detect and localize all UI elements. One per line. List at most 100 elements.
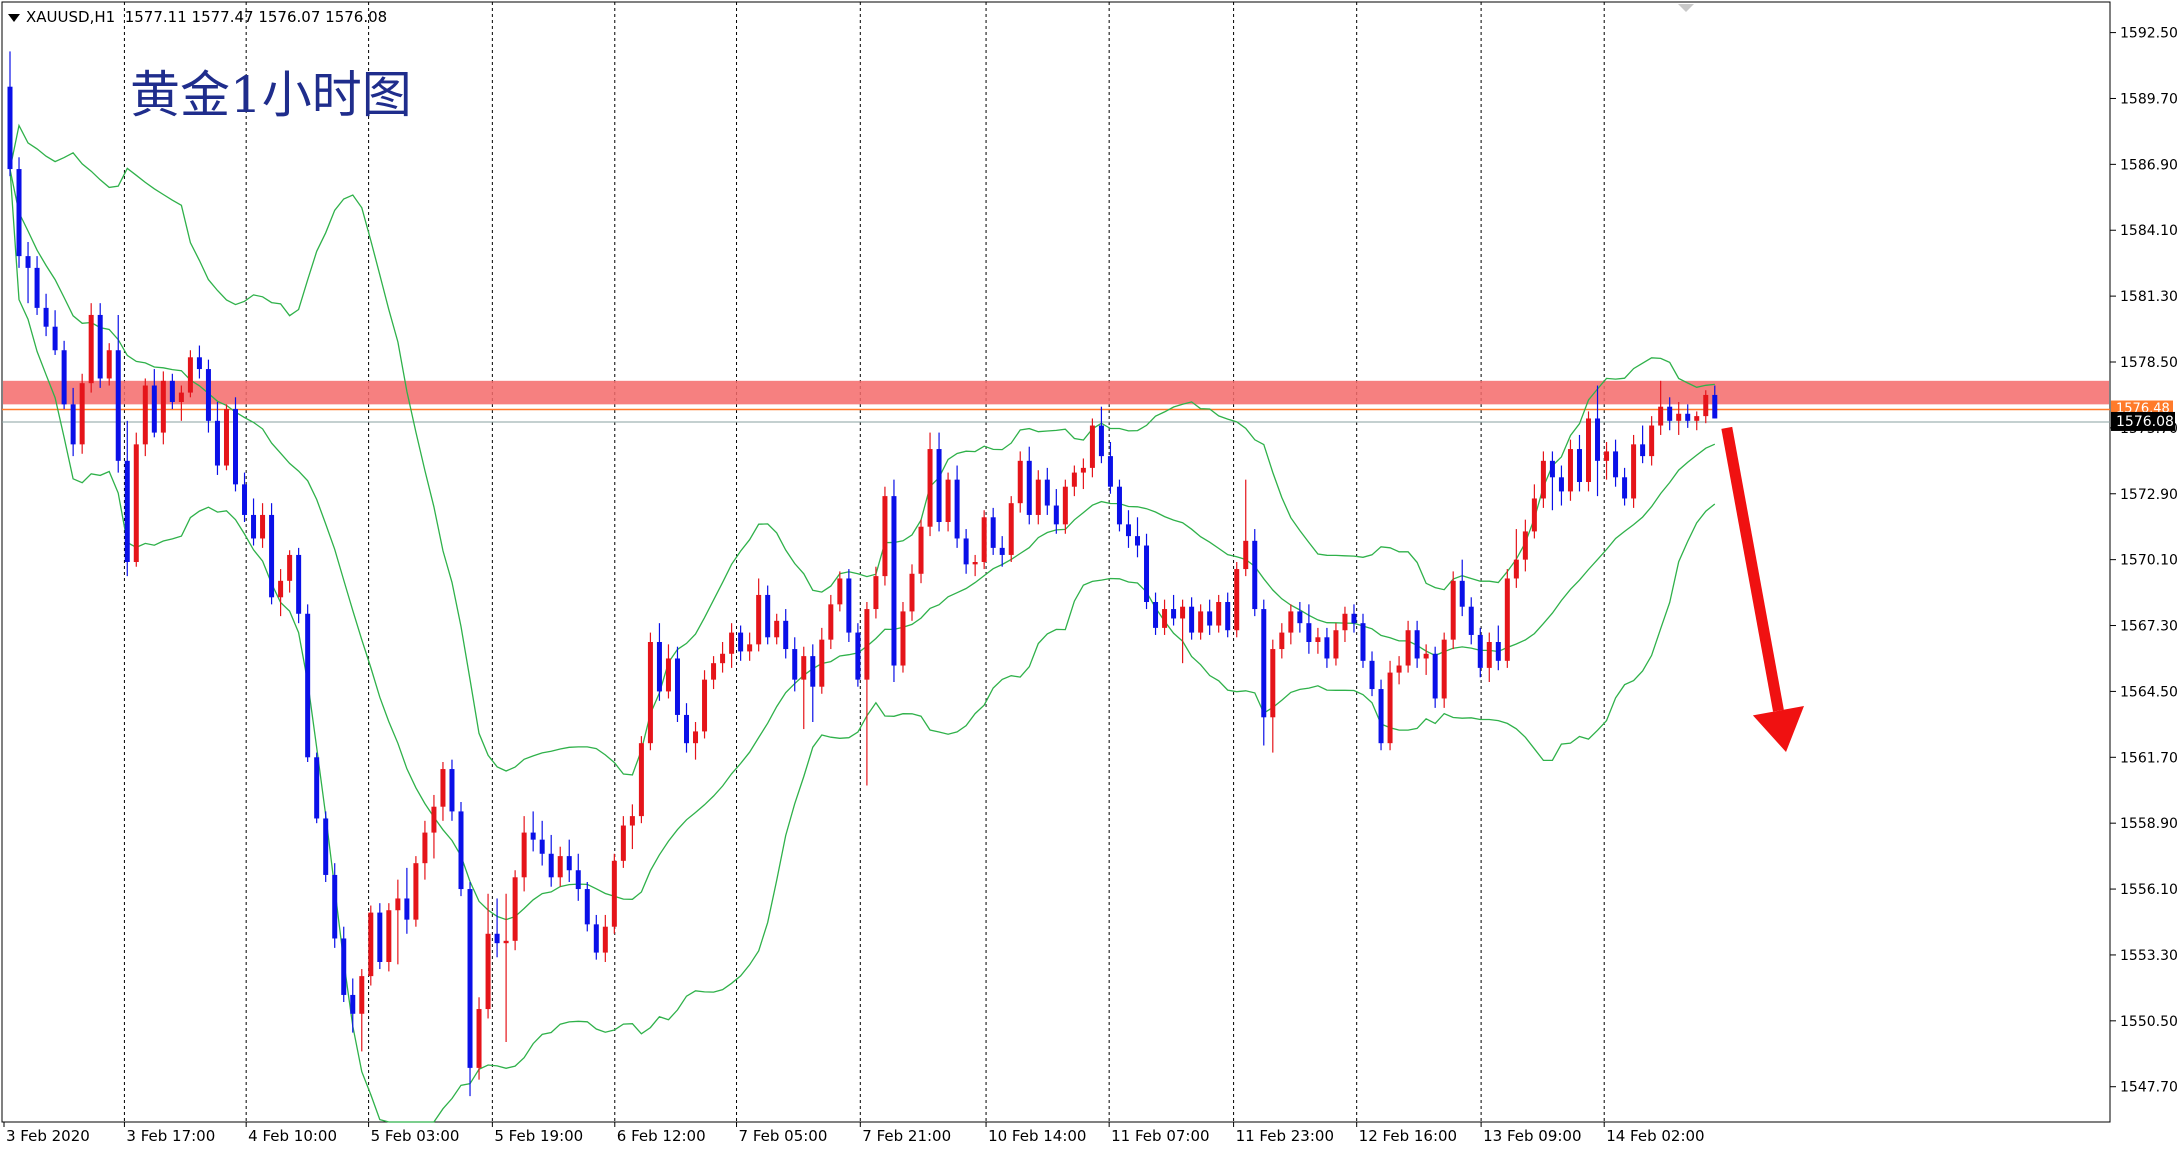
bear-candle-body: [963, 538, 969, 565]
bear-candle-body: [305, 613, 311, 758]
bear-candle-body: [936, 449, 942, 522]
bear-candle-body: [990, 517, 996, 548]
current-price-tag: [2111, 411, 2175, 431]
price-tick-label: 1547.70: [2120, 1080, 2178, 1096]
bear-candle-body: [1107, 456, 1113, 487]
chart-shift-marker-icon[interactable]: [1678, 4, 1694, 12]
low-value: 1576.07: [258, 8, 321, 26]
price-tick-label: 1564.50: [2120, 684, 2178, 700]
bull-candle-body: [1703, 394, 1709, 417]
bear-candle-body: [1613, 451, 1619, 478]
high-value: 1577.47: [191, 8, 254, 26]
bear-candle-body: [548, 853, 554, 878]
bull-candle-body: [178, 392, 184, 402]
bull-candle-body: [1522, 531, 1528, 560]
time-tick-label: 3 Feb 2020: [6, 1127, 90, 1145]
bull-candle-body: [747, 644, 753, 652]
bear-candle-body: [1116, 486, 1122, 525]
bear-candle-body: [1252, 540, 1258, 610]
bull-candle-body: [187, 357, 193, 393]
bull-candle-body: [223, 409, 229, 466]
bear-candle-body: [584, 889, 590, 925]
bull-candle-body: [1396, 665, 1402, 673]
bear-candle-body: [1432, 653, 1438, 699]
bear-candle-body: [738, 632, 744, 652]
plot-frame: [1, 1, 2111, 1123]
time-tick-label: 13 Feb 09:00: [1483, 1127, 1581, 1145]
bear-candle-body: [1189, 606, 1195, 633]
bear-candle-body: [61, 350, 67, 405]
bear-candle-body: [954, 479, 960, 539]
bear-candle-body: [1144, 545, 1150, 602]
bull-candle-body: [1540, 460, 1546, 499]
bear-candle-body: [242, 484, 248, 515]
bear-candle-body: [1468, 606, 1474, 635]
bear-candle-body: [539, 839, 545, 854]
bull-candle-body: [422, 832, 428, 864]
bull-candle-body: [729, 632, 735, 654]
bull-candle-body: [368, 912, 374, 977]
close-value: 1576.08: [325, 8, 388, 26]
bear-candle-body: [233, 409, 238, 485]
bull-candle-body: [1333, 630, 1339, 659]
bear-candle-body: [467, 889, 473, 1068]
bear-candle-body: [684, 714, 689, 744]
time-tick-label: 3 Feb 17:00: [126, 1127, 215, 1145]
time-tick-label: 6 Feb 12:00: [617, 1127, 706, 1145]
bull-candle-body: [476, 1009, 482, 1068]
bull-candle-body: [79, 383, 85, 445]
bear-candle-body: [332, 874, 338, 939]
bear-candle-body: [350, 994, 356, 1014]
price-tick-label: 1581.30: [2120, 289, 2178, 305]
bull-candle-body: [142, 385, 148, 445]
bear-candle-body: [296, 554, 302, 614]
bull-candle-body: [1270, 649, 1276, 718]
time-tick-label: 12 Feb 16:00: [1359, 1127, 1457, 1145]
bull-candle-body: [665, 658, 671, 692]
bull-candle-body: [503, 940, 509, 944]
price-tick-label: 1586.90: [2120, 157, 2178, 173]
bull-candle-body: [693, 731, 699, 744]
bear-candle-body: [52, 326, 58, 351]
bull-candle-body: [611, 860, 617, 927]
bull-candle-body: [1234, 569, 1240, 631]
bull-candle-body: [1513, 559, 1519, 579]
bull-candle-body: [88, 314, 94, 384]
time-tick-label: 11 Feb 07:00: [1111, 1127, 1209, 1145]
dropdown-triangle-icon[interactable]: [8, 13, 20, 22]
bear-candle-body: [1324, 637, 1330, 659]
resistance-zone-layer: [2, 380, 2110, 423]
bear-candle-body: [205, 369, 211, 421]
bull-candle-body: [837, 578, 843, 605]
bull-candle-body: [1035, 479, 1041, 515]
bear-candle-body: [377, 912, 383, 962]
bull-candle-body: [1531, 498, 1537, 532]
bull-candle-body: [909, 573, 915, 612]
bull-candle-body: [1504, 578, 1510, 661]
bull-candle-body: [873, 576, 879, 610]
bear-candle-body: [1306, 623, 1312, 642]
bear-candle-body: [115, 350, 121, 461]
candles: [7, 51, 1718, 1097]
down-arrow-head-icon: [1752, 706, 1804, 752]
bull-candle-body: [1080, 467, 1086, 473]
bear-candle-body: [404, 898, 410, 920]
bull-candle-body: [864, 609, 870, 680]
bull-candle-body: [1071, 472, 1077, 487]
bull-candle-body: [900, 611, 906, 666]
bear-candle-body: [1171, 609, 1177, 619]
bear-candle-body: [43, 307, 49, 327]
bull-candle-body: [918, 526, 924, 574]
bear-candle-body: [593, 924, 599, 953]
bear-candle-body: [169, 380, 175, 402]
bear-candle-body: [70, 404, 76, 445]
bull-candle-body: [972, 562, 978, 565]
time-tick-label: 5 Feb 03:00: [371, 1127, 460, 1145]
bull-candle-body: [1405, 630, 1411, 666]
bear-candle-body: [575, 870, 581, 890]
bull-candle-body: [1423, 653, 1429, 659]
price-tick-label: 1570.10: [2120, 553, 2178, 569]
bull-candle-body: [1342, 613, 1348, 631]
